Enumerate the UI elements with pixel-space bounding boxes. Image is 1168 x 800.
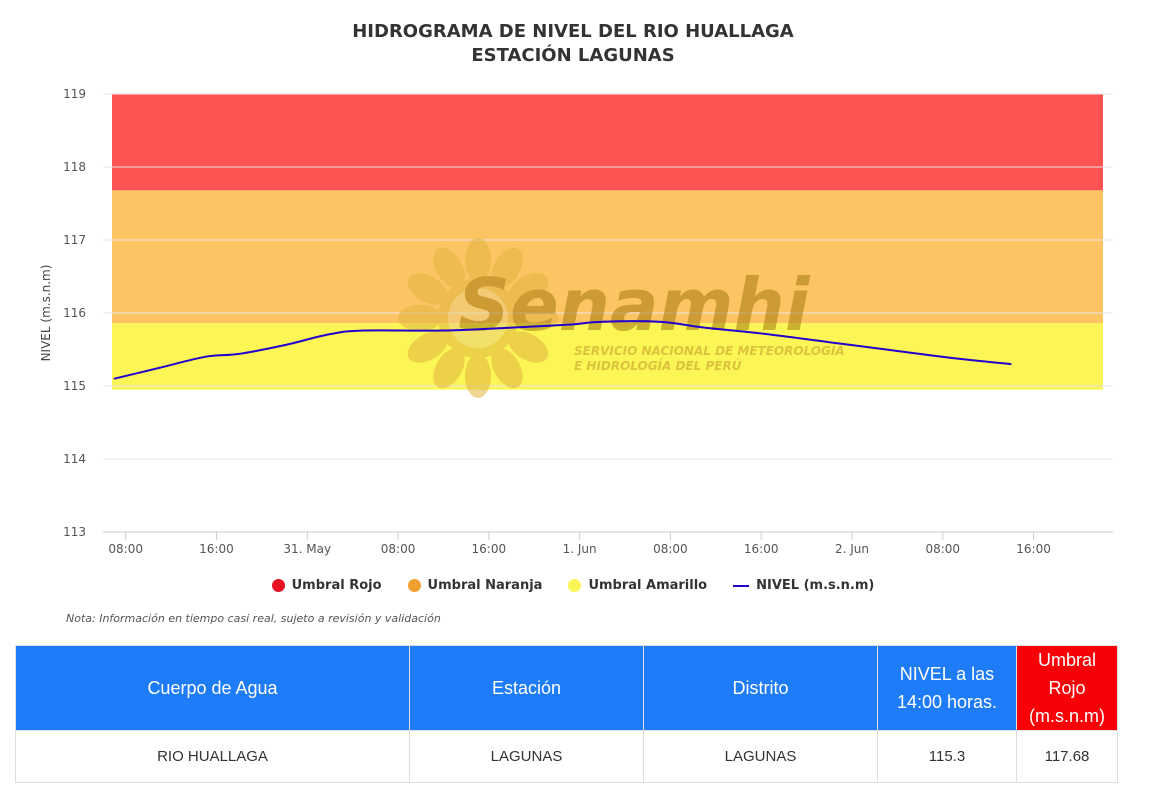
x-tick-label: 16:00 [199,542,234,556]
data-point [828,341,831,344]
sun-ray [398,305,442,331]
x-tick-label: 16:00 [472,542,507,556]
header-nivel: NIVEL a las 14:00 horas. [877,645,1017,731]
sun-ray [407,273,448,305]
chart-plot: Senamhi SERVICIO NACIONAL DE METEOROLOGÍ… [39,87,1113,556]
data-point [442,329,445,332]
threshold-bands [112,94,1103,390]
y-axis-label: NIVEL (m.s.n.m) [39,265,53,362]
legend-umbral-amarillo[interactable]: Umbral Amarillo [568,578,707,593]
header-umbral-line-1: Umbral Rojo [1037,650,1096,698]
x-tick-label: 16:00 [744,542,779,556]
y-tick-label: 119 [63,87,86,101]
sun-ray [508,273,549,305]
x-tick-label: 08:00 [381,542,416,556]
cell-distrito: LAGUNAS [643,730,878,783]
sun-ray [508,331,549,363]
sun-ray [433,247,465,288]
cell-estacion: LAGUNAS [409,730,644,783]
x-tick-label: 2. Jun [835,542,869,556]
cell-cuerpo-de-agua: RIO HUALLAGA [15,730,410,783]
chart-subtitle: ESTACIÓN LAGUNAS [471,45,675,66]
data-point [567,323,570,326]
data-point [953,357,955,360]
axes: 113 114 115 116 117 118 119 08:00 16:00 31. May 08… [63,87,1113,556]
table-header-row: Cuerpo de Agua Estación Distrito NIVEL a… [15,645,1118,731]
header-umbral-rojo: Umbral Rojo (m.s.n.m) [1016,645,1118,731]
band-umbral-rojo [112,94,1103,191]
header-cuerpo-de-agua: Cuerpo de Agua [15,645,410,731]
legend-label: Umbral Rojo [291,578,382,593]
x-tick-label: 16:00 [1016,542,1051,556]
header-umbral-line-2: (m.s.n.m) [1029,706,1105,726]
data-point [113,377,116,380]
x-tick-label: 08:00 [925,542,960,556]
senamhi-watermark: Senamhi SERVICIO NACIONAL DE METEOROLOGÍ… [398,238,845,398]
table-row: RIO HUALLAGA LAGUNAS LAGUNAS 115.3 117.6… [15,730,1118,783]
legend-swatch-amarillo [568,579,582,592]
station-table: Cuerpo de Agua Estación Distrito NIVEL a… [15,645,1118,783]
series [113,320,1012,380]
data-note: Nota: Información en tiempo casi real, s… [66,612,441,625]
watermark-name: Senamhi [458,263,811,347]
chart-legend: Umbral Rojo Umbral Naranja Umbral Amaril… [0,578,1146,593]
data-point [158,366,161,369]
data-point [896,350,899,352]
sun-ray [514,305,558,331]
legend-nivel[interactable]: NIVEL (m.s.n.m) [733,578,874,593]
header-estacion: Estación [409,645,644,731]
y-tick-label: 114 [63,452,86,466]
x-tick-label: 1. Jun [563,542,597,556]
cell-nivel: 115.3 [877,730,1017,783]
legend-swatch-naranja [407,579,421,592]
chart-title: HIDROGRAMA DE NIVEL DEL RIO HUALLAGA [352,21,794,42]
x-tick-label: 08:00 [108,542,143,556]
sun-ray [433,348,465,389]
header-nivel-line-2: 14:00 horas. [896,692,998,712]
data-point [510,326,513,329]
data-point [283,344,286,346]
sun-logo-icon [398,238,558,398]
y-tick-label: 113 [63,525,86,539]
sun-ray [407,331,448,363]
legend-swatch-nivel [733,584,750,587]
header-nivel-line-1: NIVEL a las [899,664,995,684]
legend-label: Umbral Naranja [427,578,543,593]
data-point [329,333,331,335]
watermark-line-2: E HIDROLOGÍA DEL PERÚ [574,358,742,373]
header-distrito: Distrito [643,645,878,731]
sun-ray [491,348,523,389]
y-tick-label: 118 [63,160,86,174]
legend-swatch-rojo [271,579,285,592]
data-point [658,320,660,323]
sun-ray [491,247,523,288]
sun-ray [465,354,491,398]
legend-umbral-rojo[interactable]: Umbral Rojo [271,578,382,593]
data-point [363,329,365,332]
data-point [238,353,240,355]
x-tick-label: 31. May [283,542,331,556]
data-point [601,320,604,323]
sun-ray [465,238,491,282]
y-tick-label: 116 [63,306,86,320]
y-tick-label: 115 [63,379,86,393]
data-point [1010,363,1012,365]
legend-label: Umbral Amarillo [588,578,708,593]
watermark-line-1: SERVICIO NACIONAL DE METEOROLOGÍA [574,343,845,358]
data-point [703,326,706,329]
cell-umbral-rojo: 117.68 [1016,730,1118,783]
legend-umbral-naranja[interactable]: Umbral Naranja [407,578,543,593]
data-point [760,332,763,335]
data-point [204,356,206,358]
legend-label: NIVEL (m.s.n.m) [756,578,875,593]
y-tick-label: 117 [63,233,86,247]
x-tick-label: 08:00 [653,542,688,556]
band-umbral-naranja [112,190,1103,324]
